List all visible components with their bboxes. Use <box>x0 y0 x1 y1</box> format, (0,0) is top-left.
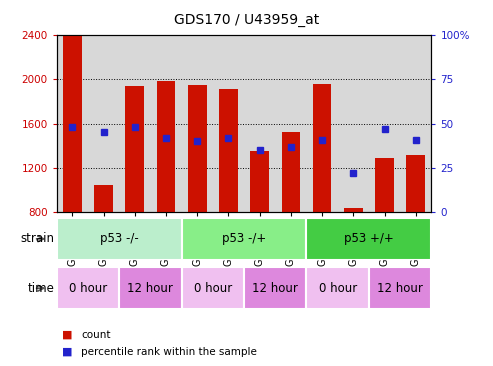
Bar <box>188 85 207 212</box>
Bar <box>250 151 269 212</box>
Text: 0 hour: 0 hour <box>69 282 107 295</box>
Text: 0 hour: 0 hour <box>194 282 232 295</box>
Text: 12 hour: 12 hour <box>252 282 298 295</box>
Text: percentile rank within the sample: percentile rank within the sample <box>81 347 257 357</box>
Bar <box>307 267 369 309</box>
Text: count: count <box>81 330 111 340</box>
Bar <box>219 89 238 212</box>
Bar <box>375 158 394 212</box>
Bar <box>313 83 331 212</box>
Bar <box>181 218 307 260</box>
Text: 12 hour: 12 hour <box>127 282 174 295</box>
Text: time: time <box>27 282 54 295</box>
Bar <box>57 267 119 309</box>
Text: ■: ■ <box>62 330 72 340</box>
Bar <box>406 154 425 212</box>
Bar <box>57 218 181 260</box>
Text: p53 -/+: p53 -/+ <box>222 232 266 245</box>
Bar <box>125 86 144 212</box>
Bar <box>63 36 82 212</box>
Bar <box>344 208 363 212</box>
Text: p53 -/-: p53 -/- <box>100 232 139 245</box>
Bar <box>244 267 307 309</box>
Text: strain: strain <box>20 232 54 245</box>
Bar <box>119 267 181 309</box>
Bar <box>307 218 431 260</box>
Bar <box>282 132 300 212</box>
Bar <box>157 81 176 212</box>
Text: GDS170 / U43959_at: GDS170 / U43959_at <box>174 13 319 27</box>
Bar <box>181 267 244 309</box>
Text: 12 hour: 12 hour <box>377 282 423 295</box>
Text: ■: ■ <box>62 347 72 357</box>
Text: p53 +/+: p53 +/+ <box>344 232 394 245</box>
Bar <box>369 267 431 309</box>
Bar <box>94 184 113 212</box>
Text: 0 hour: 0 hour <box>318 282 357 295</box>
